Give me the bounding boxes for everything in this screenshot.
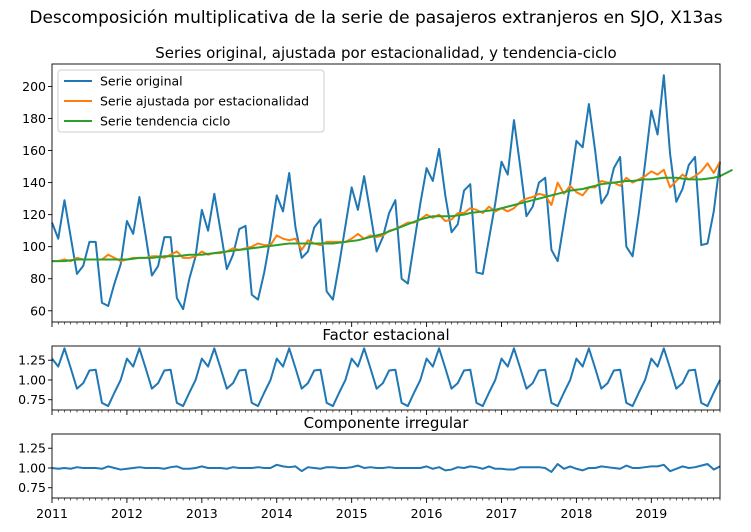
y-tick-label: 0.75 [18, 480, 46, 495]
series-line-1 [51, 74, 721, 311]
x-tick-label: 2015 [336, 506, 368, 521]
y-tick-label: 180 [22, 111, 46, 126]
y-tick-label: 60 [30, 303, 46, 318]
legend-entry: Serie original [100, 74, 183, 89]
x-tick-label: 2012 [111, 506, 143, 521]
series-line-3 [52, 168, 733, 263]
y-tick-label: 80 [30, 271, 46, 286]
legend-box [57, 69, 325, 133]
y-tick-label: 1.00 [18, 460, 46, 475]
panel-title: Series original, ajustada por estacional… [155, 44, 616, 62]
x-tick-label: 2017 [486, 506, 518, 521]
axes-frame [51, 63, 721, 323]
y-tick-label: 120 [22, 207, 46, 222]
legend-entry: Serie tendencia ciclo [100, 114, 230, 129]
legend-entry: Serie ajustada por estacionalidad [100, 94, 309, 109]
series-line-1 [51, 463, 721, 473]
x-tick-label: 2018 [561, 506, 593, 521]
axes-frame [51, 345, 721, 411]
axes-frame [51, 433, 721, 499]
panel-title: Factor estacional [322, 326, 449, 344]
x-tick-label: 2013 [186, 506, 218, 521]
x-tick-label: 2014 [261, 506, 293, 521]
panel-original-series: Series original, ajustada por estacional… [22, 44, 733, 327]
panel-title: Componente irregular [304, 414, 470, 432]
y-tick-label: 100 [22, 239, 46, 254]
y-tick-label: 1.25 [18, 353, 46, 368]
y-tick-label: 200 [22, 79, 46, 94]
y-tick-label: 1.00 [18, 372, 46, 387]
figure-suptitle: Descomposición multiplicativa de la seri… [29, 8, 722, 28]
panel-irregular-component: Componente irregular 0.75 1.00 1.25 2011 2012… [18, 414, 721, 521]
x-tick-label: 2011 [36, 506, 68, 521]
y-tick-label: 0.75 [18, 392, 46, 407]
series-line-2 [52, 161, 721, 263]
series-line-1 [51, 347, 721, 408]
y-tick-label: 160 [22, 143, 46, 158]
y-tick-label: 140 [22, 175, 46, 190]
x-tick-label: 2016 [411, 506, 443, 521]
x-tick-label: 2019 [635, 506, 667, 521]
panel-seasonal-factor: Factor estacional 0.75 1.00 1.25 [18, 326, 721, 415]
y-tick-label: 1.25 [18, 441, 46, 456]
